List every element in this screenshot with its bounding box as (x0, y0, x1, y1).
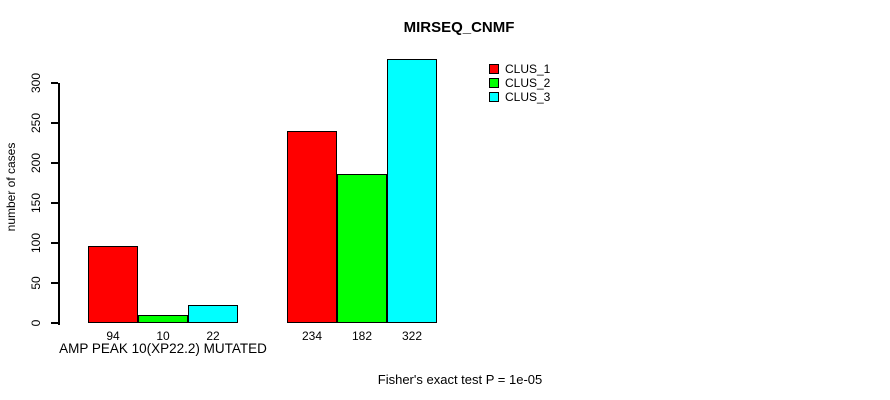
y-tick-label: 200 (29, 152, 43, 174)
legend-label: CLUS_2 (505, 76, 551, 90)
group-label: AMP PEAK 10(XP22.2) MUTATED (59, 341, 267, 356)
y-axis-label: number of cases (4, 142, 18, 232)
bar-clus_3-group2 (387, 59, 437, 323)
legend-label: CLUS_1 (505, 62, 551, 76)
y-tick-label: 150 (29, 192, 43, 214)
legend-swatch-icon (489, 64, 499, 74)
legend-item-clus_3: CLUS_3 (489, 90, 550, 104)
y-tick (51, 282, 58, 284)
bar-value-label: 322 (401, 329, 423, 343)
legend-item-clus_1: CLUS_1 (489, 62, 550, 76)
y-tick-label: 50 (29, 276, 43, 290)
legend-label: CLUS_3 (505, 90, 551, 104)
bar-value-label: 10 (156, 329, 170, 343)
y-tick (51, 82, 58, 84)
bar-clus_1-group1 (88, 246, 138, 323)
bar-value-label: 94 (106, 329, 120, 343)
legend-swatch-icon (489, 92, 499, 102)
y-tick-label: 300 (29, 72, 43, 94)
chart-title: MIRSEQ_CNMF (403, 19, 515, 36)
legend-item-clus_2: CLUS_2 (489, 76, 550, 90)
y-axis-line (58, 83, 60, 325)
y-tick (51, 122, 58, 124)
y-tick (51, 322, 58, 324)
y-tick-label: 100 (29, 232, 43, 254)
bar-clus_1-group2 (287, 131, 337, 323)
fisher-exact-test-annotation: Fisher's exact test P = 1e-05 (377, 372, 543, 387)
bar-clus_3-group1 (188, 305, 238, 323)
bar-value-label: 234 (301, 329, 323, 343)
y-tick (51, 202, 58, 204)
y-tick-label: 0 (29, 319, 43, 327)
y-tick (51, 242, 58, 244)
bar-clus_2-group2 (337, 174, 387, 323)
y-tick (51, 162, 58, 164)
y-tick-label: 250 (29, 112, 43, 134)
bar-value-label: 182 (351, 329, 373, 343)
bar-clus_2-group1 (138, 315, 188, 323)
legend-swatch-icon (489, 78, 499, 88)
bar-value-label: 22 (206, 329, 220, 343)
